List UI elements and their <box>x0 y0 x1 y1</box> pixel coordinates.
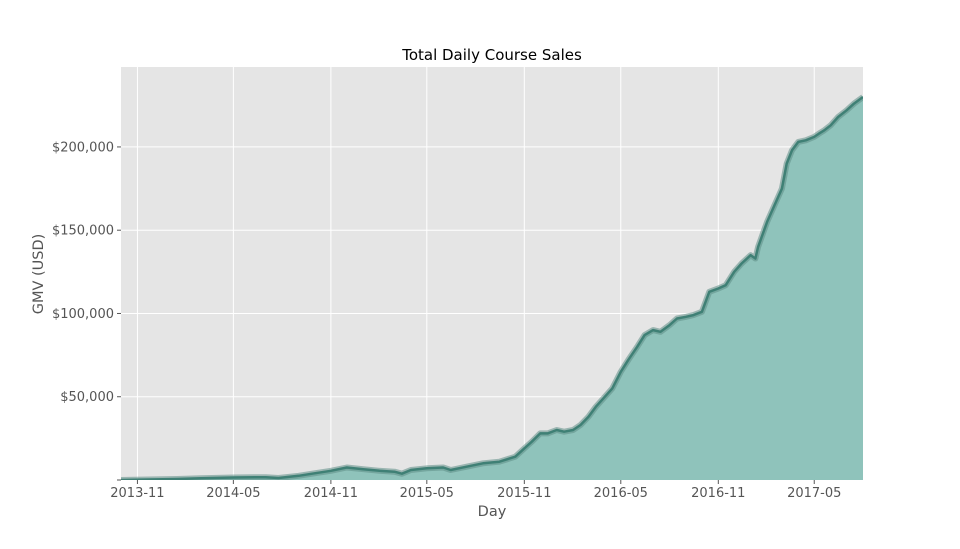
series-area <box>121 97 863 480</box>
tick-layer: 2013-11 2014-05 2014-11 2015-05 2015-11 2016-… <box>52 140 841 501</box>
series-layer <box>121 94 863 480</box>
y-tick-label: $100,000 <box>52 307 114 322</box>
y-axis-title: GMV (USD) <box>31 234 47 315</box>
x-tick-label: 2015-05 <box>400 486 454 501</box>
series-line <box>121 95 863 480</box>
x-tick-label: 2016-05 <box>594 486 648 501</box>
x-tick-label: 2016-11 <box>691 486 745 501</box>
x-tick-label: 2015-11 <box>497 486 551 501</box>
y-tick-label: $150,000 <box>52 224 114 239</box>
y-tick-label: $200,000 <box>52 140 114 155</box>
x-tick-label: 2014-05 <box>206 486 260 501</box>
x-tick-label: 2017-05 <box>787 486 841 501</box>
x-axis-title: Day <box>478 504 507 520</box>
x-tick-label: 2014-11 <box>304 486 358 501</box>
y-tick-label: $50,000 <box>60 390 114 405</box>
chart-title: Total Daily Course Sales <box>401 46 582 64</box>
x-tick-label: 2013-11 <box>110 486 164 501</box>
